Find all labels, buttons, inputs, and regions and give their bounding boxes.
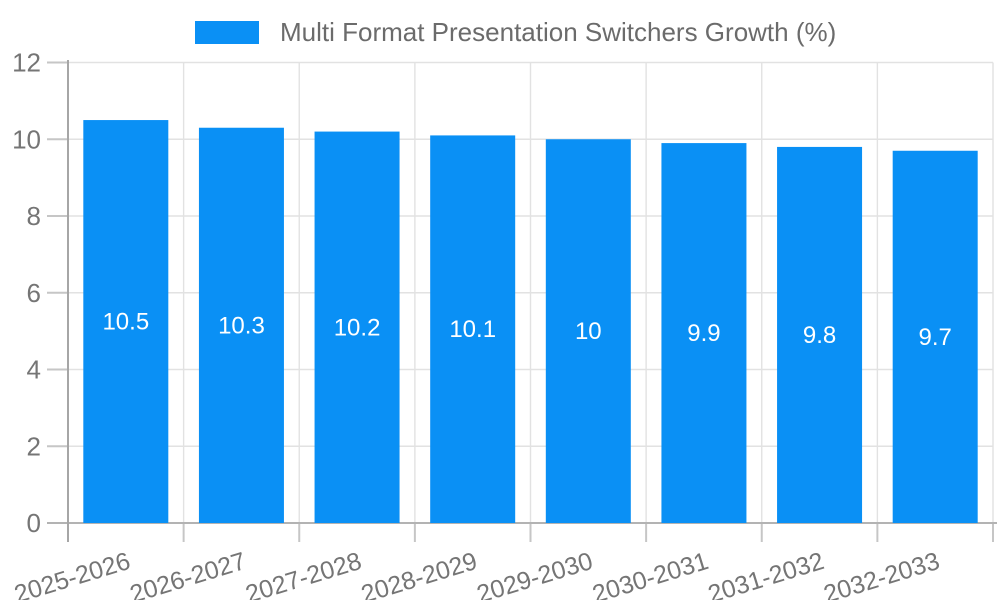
y-tick-label: 8: [27, 201, 41, 231]
x-category-label: 2031-2032: [705, 547, 828, 600]
legend-swatch: [195, 21, 259, 44]
bar: [430, 135, 516, 523]
legend-label: Multi Format Presentation Switchers Grow…: [280, 17, 837, 47]
bar: [777, 146, 863, 524]
bar: [545, 139, 631, 523]
bar-value-label: 10: [575, 318, 602, 345]
x-category-label: 2029-2030: [474, 547, 597, 600]
bar: [892, 150, 978, 523]
y-tick-label: 12: [12, 48, 41, 78]
x-category-label: 2027-2028: [242, 547, 365, 600]
y-tick-label: 10: [12, 124, 41, 154]
bar-value-label: 9.9: [687, 320, 720, 347]
bar-value-label: 10.2: [334, 314, 381, 341]
x-category-label: 2026-2027: [127, 547, 250, 600]
bar-value-label: 10.3: [218, 312, 265, 339]
bar-value-label: 10.1: [449, 316, 496, 343]
bar: [83, 120, 169, 523]
y-tick-label: 2: [27, 431, 41, 461]
bar-value-label: 9.8: [803, 322, 836, 349]
bar: [661, 143, 747, 523]
y-tick-label: 4: [27, 355, 41, 385]
x-category-label: 2030-2031: [589, 547, 712, 600]
bar-value-label: 9.7: [919, 324, 952, 351]
legend[interactable]: Multi Format Presentation Switchers Grow…: [195, 17, 836, 48]
bar-value-label: 10.5: [102, 309, 149, 336]
x-category-label: 2032-2033: [820, 547, 943, 600]
x-category-label: 2028-2029: [358, 547, 481, 600]
bar: [314, 131, 400, 523]
y-tick-label: 0: [27, 508, 41, 538]
x-category-label: 2025-2026: [11, 547, 134, 600]
bar: [198, 127, 284, 524]
y-tick-label: 6: [27, 278, 41, 308]
